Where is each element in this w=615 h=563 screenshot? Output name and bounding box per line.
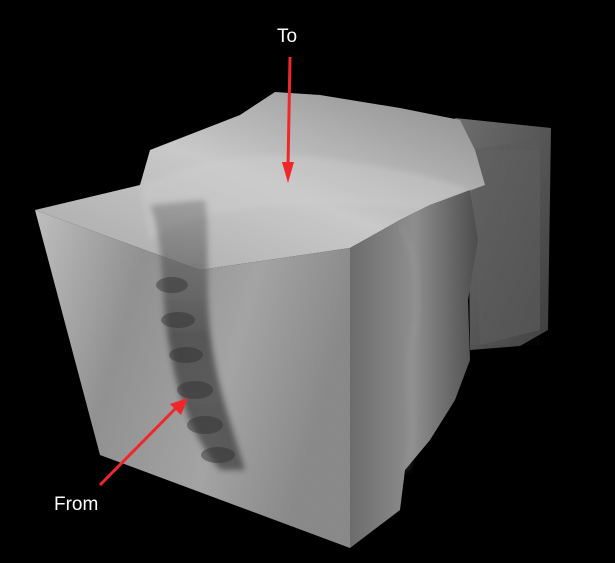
top-surface bbox=[35, 92, 485, 270]
to-label: To bbox=[277, 26, 298, 47]
to-arrow bbox=[282, 56, 294, 183]
from-label: From bbox=[54, 494, 99, 515]
side-surface bbox=[350, 190, 478, 548]
spine-structure bbox=[150, 200, 245, 470]
from-arrow bbox=[98, 398, 188, 487]
